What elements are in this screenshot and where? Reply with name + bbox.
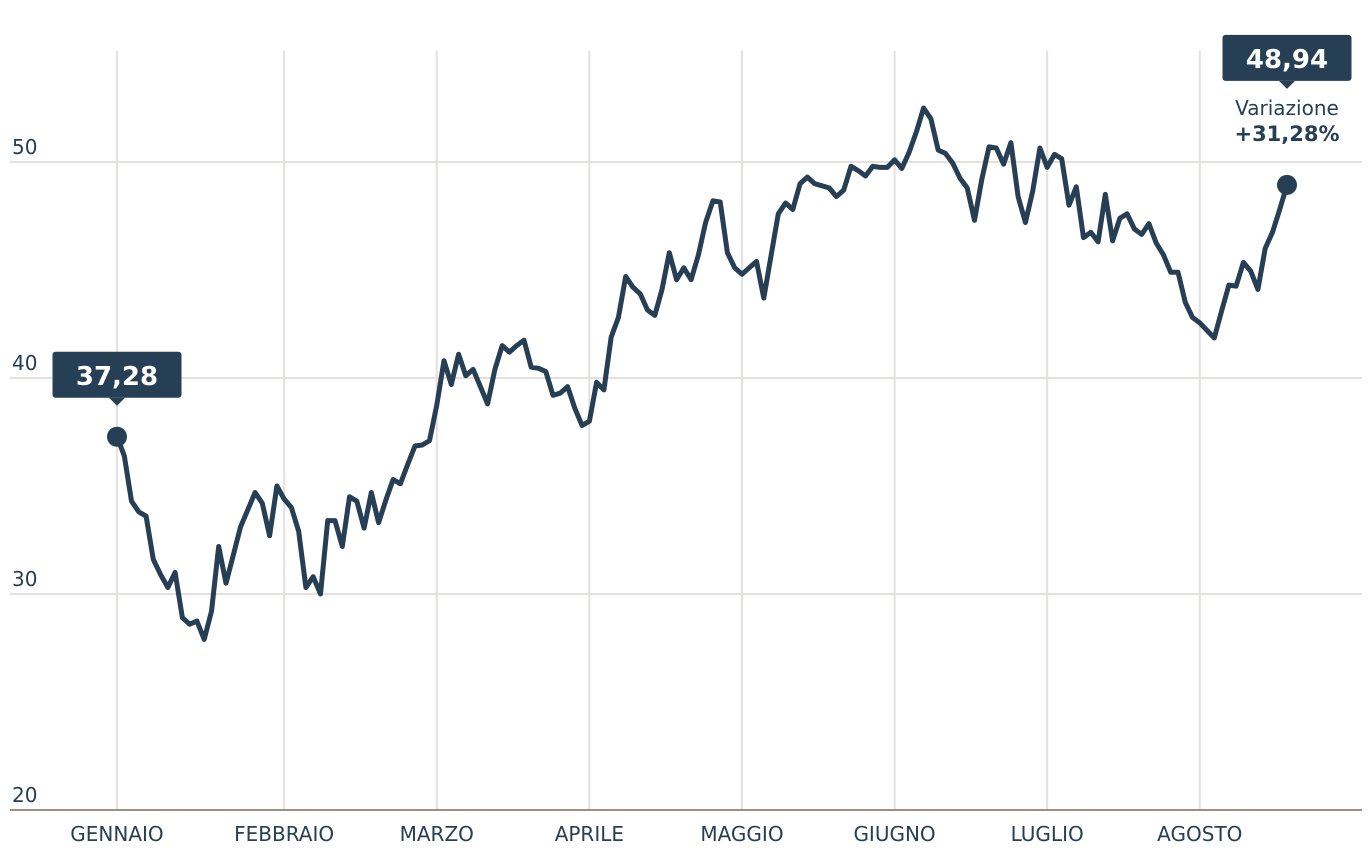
value-label: 37,28 [76,362,158,392]
point [107,426,127,447]
line [114,105,1290,642]
x-tick-label: FEBBRAIO [234,822,334,846]
label-pointer [1279,80,1295,89]
x-tick-label: LUGLIO [1011,822,1084,846]
label-box [1222,34,1352,81]
annotation: +31,28% [1234,122,1339,146]
x-tick-label: GIUGNO [853,822,935,846]
y-tick-label: 50 [12,135,37,159]
x-tick-label: MAGGIO [700,822,783,846]
label-box [52,351,182,398]
annotation: Variazione [1235,96,1339,120]
point [1277,174,1297,195]
y-tick-label: 30 [12,567,37,591]
y-tick-label: 40 [12,351,37,375]
value-label: 48,94 [1246,45,1328,75]
x-tick-label: GENNAIO [70,822,163,846]
x-tick-label: APRILE [555,822,624,846]
x-tick-label: AGOSTO [1157,822,1242,846]
y-tick-label: 20 [12,783,37,807]
x-tick-label: MARZO [400,822,474,846]
label-pointer [109,397,125,406]
